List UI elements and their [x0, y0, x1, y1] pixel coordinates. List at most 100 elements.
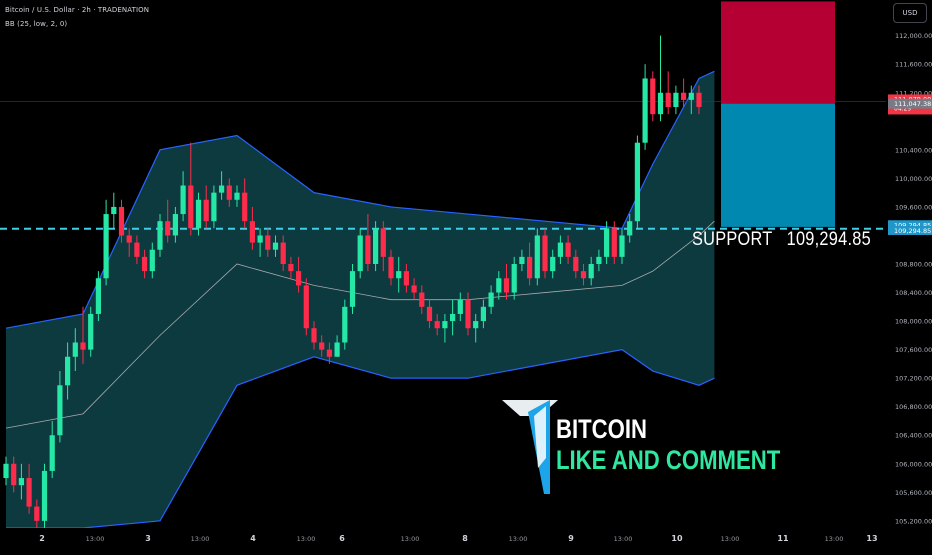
- candle[interactable]: [604, 221, 610, 264]
- candle[interactable]: [596, 249, 602, 272]
- candle[interactable]: [142, 249, 148, 279]
- take-profit-zone[interactable]: [721, 103, 835, 227]
- candle[interactable]: [696, 85, 702, 115]
- candle[interactable]: [226, 178, 232, 207]
- candle[interactable]: [234, 185, 240, 207]
- candle[interactable]: [118, 199, 125, 243]
- candle[interactable]: [542, 228, 548, 279]
- candle[interactable]: [673, 85, 679, 115]
- candle[interactable]: [72, 328, 78, 372]
- candle[interactable]: [326, 342, 332, 364]
- candle[interactable]: [157, 214, 163, 257]
- candle[interactable]: [134, 235, 140, 264]
- candle[interactable]: [257, 228, 263, 257]
- candle[interactable]: [342, 299, 348, 350]
- candle[interactable]: [527, 242, 533, 286]
- candle[interactable]: [611, 221, 617, 264]
- candle[interactable]: [434, 313, 440, 336]
- candle[interactable]: [619, 228, 625, 264]
- indicator-legend[interactable]: BB (25, low, 2, 0): [5, 20, 68, 28]
- candle[interactable]: [65, 342, 71, 400]
- candle[interactable]: [103, 199, 109, 286]
- candle[interactable]: [349, 264, 356, 314]
- candle[interactable]: [26, 463, 32, 514]
- symbol-title[interactable]: Bitcoin / U.S. Dollar · 2h · TRADENATION: [5, 6, 150, 14]
- currency-button[interactable]: USD: [893, 3, 927, 23]
- candle[interactable]: [18, 463, 24, 500]
- candle[interactable]: [573, 249, 579, 279]
- candle[interactable]: [519, 249, 525, 272]
- candle[interactable]: [111, 192, 117, 229]
- candle[interactable]: [442, 313, 448, 343]
- candle[interactable]: [557, 235, 563, 264]
- candle[interactable]: [642, 64, 648, 150]
- candle[interactable]: [634, 135, 640, 229]
- candle[interactable]: [57, 371, 63, 443]
- candle[interactable]: [211, 185, 217, 229]
- candle[interactable]: [365, 214, 371, 272]
- candle[interactable]: [496, 271, 502, 300]
- candle[interactable]: [49, 420, 55, 479]
- candle[interactable]: [688, 85, 694, 115]
- price-axis[interactable]: 112,000.00 111,600.00 111,200.00 110,400.00…: [886, 0, 932, 550]
- candle[interactable]: [272, 235, 279, 257]
- candle[interactable]: [311, 321, 317, 350]
- candle[interactable]: [465, 292, 471, 336]
- candle[interactable]: [565, 235, 571, 264]
- time-axis[interactable]: 2 13:00 3 13:00 4 13:00 6 13:00 8 13:00 9 13:00 10 13…: [0, 528, 886, 550]
- candle[interactable]: [88, 306, 94, 357]
- candle[interactable]: [265, 228, 271, 257]
- candle[interactable]: [203, 185, 209, 229]
- candle[interactable]: [165, 199, 171, 243]
- candle[interactable]: [426, 299, 433, 329]
- candle[interactable]: [149, 242, 155, 279]
- candle[interactable]: [627, 214, 633, 243]
- candle[interactable]: [534, 228, 540, 286]
- candle[interactable]: [480, 299, 486, 329]
- candle[interactable]: [180, 171, 186, 222]
- candle[interactable]: [419, 285, 425, 314]
- candle[interactable]: [41, 463, 48, 528]
- candle[interactable]: [380, 221, 386, 272]
- candle[interactable]: [319, 335, 325, 357]
- candle[interactable]: [172, 206, 178, 243]
- candle[interactable]: [473, 313, 479, 343]
- candle[interactable]: [457, 292, 463, 322]
- candle[interactable]: [450, 299, 456, 336]
- candle[interactable]: [403, 264, 409, 293]
- candle[interactable]: [411, 278, 417, 300]
- stop-loss-zone[interactable]: [721, 1, 835, 104]
- candle[interactable]: [396, 256, 402, 293]
- candle[interactable]: [296, 256, 302, 293]
- candle[interactable]: [34, 499, 40, 528]
- candle[interactable]: [334, 335, 340, 357]
- candle[interactable]: [580, 264, 587, 286]
- candle[interactable]: [650, 71, 656, 122]
- candle[interactable]: [95, 271, 101, 322]
- candle[interactable]: [665, 71, 671, 115]
- candle[interactable]: [242, 178, 248, 229]
- candle[interactable]: [3, 456, 9, 486]
- candle[interactable]: [303, 278, 309, 336]
- candle[interactable]: [219, 171, 225, 200]
- candle[interactable]: [681, 78, 687, 108]
- candle[interactable]: [126, 228, 132, 257]
- candle[interactable]: [373, 221, 379, 272]
- candle[interactable]: [357, 228, 363, 279]
- candle[interactable]: [488, 285, 494, 314]
- candle[interactable]: [188, 142, 194, 236]
- candle[interactable]: [280, 235, 286, 272]
- candle[interactable]: [503, 264, 510, 300]
- candle[interactable]: [11, 456, 17, 493]
- candle[interactable]: [511, 256, 517, 300]
- candle[interactable]: [588, 256, 594, 286]
- candle[interactable]: [249, 206, 255, 250]
- candle[interactable]: [657, 35, 664, 122]
- candle[interactable]: [388, 249, 394, 286]
- candle[interactable]: [195, 192, 202, 236]
- candle[interactable]: [80, 306, 86, 364]
- candle[interactable]: [288, 256, 294, 279]
- candle[interactable]: [550, 249, 556, 279]
